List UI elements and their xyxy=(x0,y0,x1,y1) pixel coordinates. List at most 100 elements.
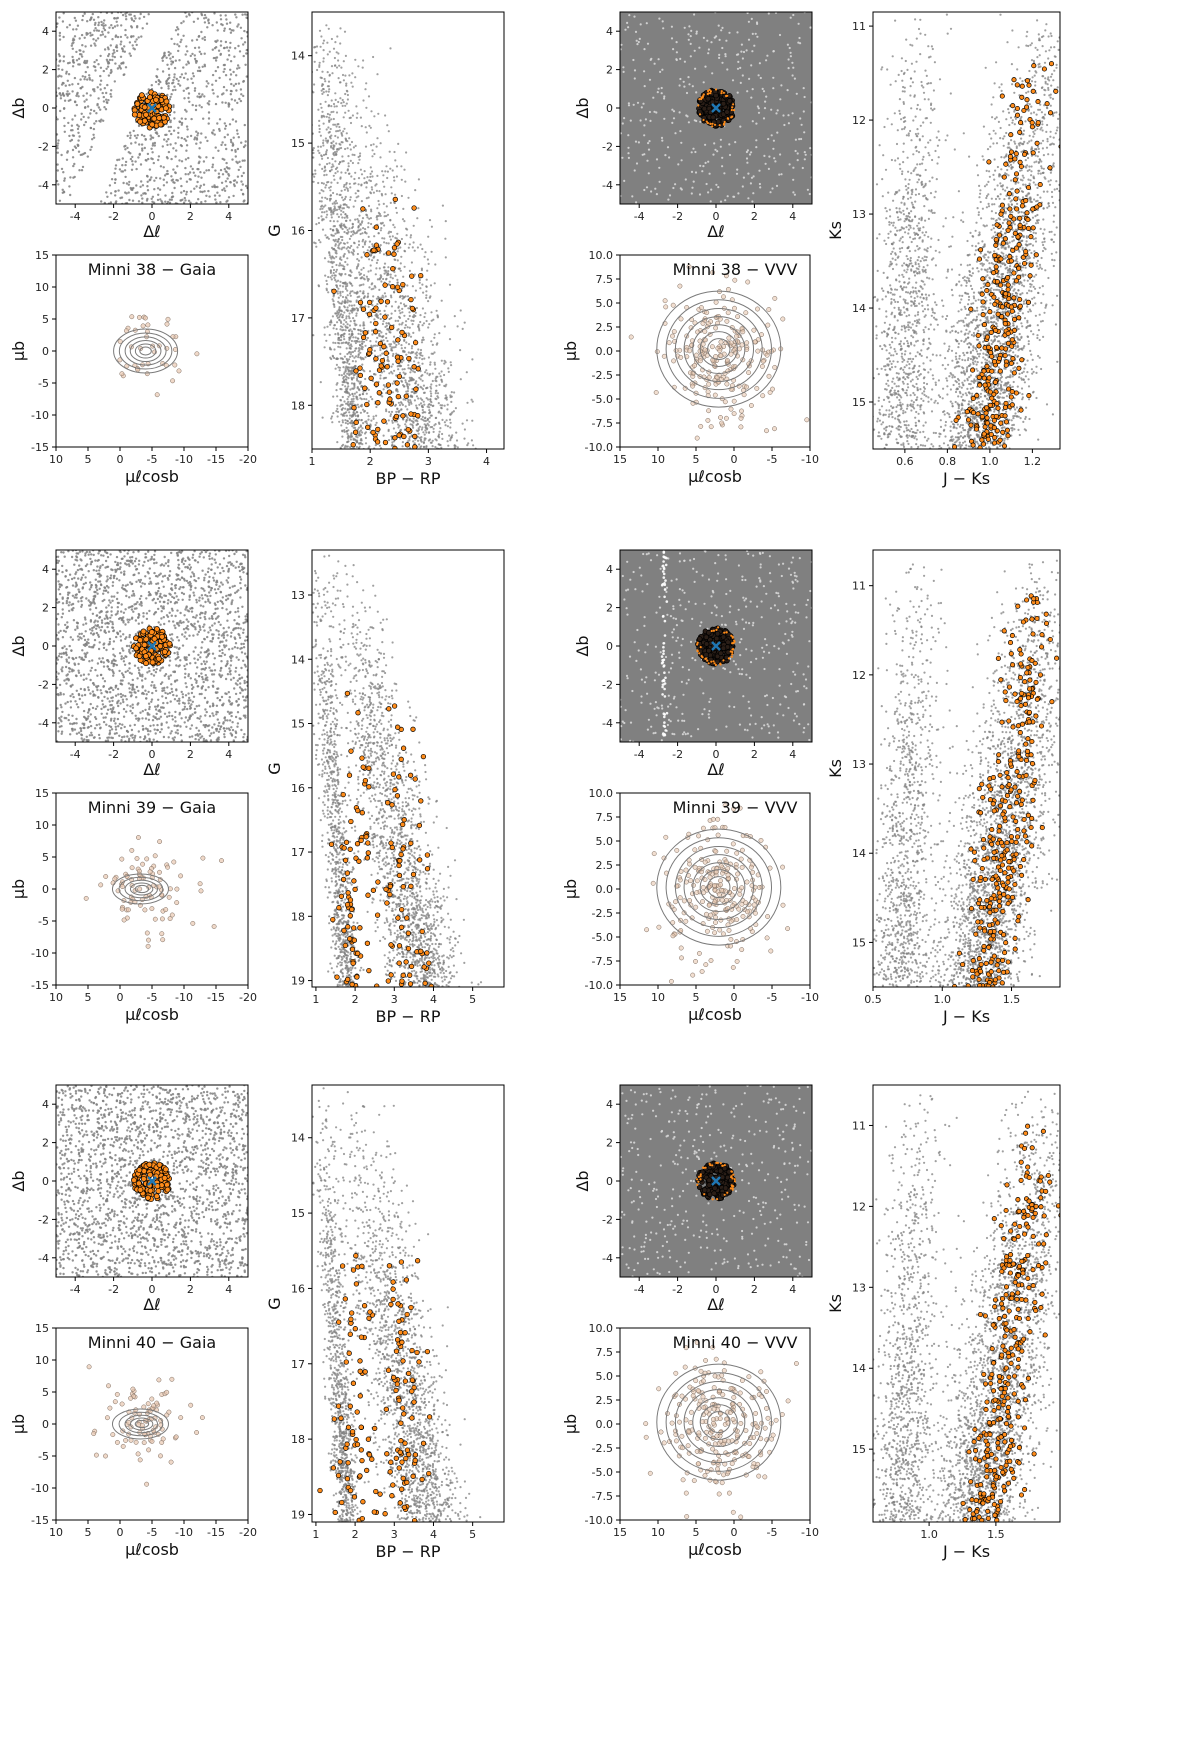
field-star xyxy=(348,362,351,366)
field-star xyxy=(110,68,113,72)
field-star xyxy=(103,106,106,109)
field-star xyxy=(341,414,345,417)
field-star xyxy=(341,238,344,242)
field-star xyxy=(382,202,385,205)
field-star xyxy=(423,357,426,360)
field-star xyxy=(180,191,183,194)
field-star xyxy=(341,196,344,199)
field-star xyxy=(137,36,140,39)
field-star xyxy=(466,401,469,404)
pm-member xyxy=(772,295,778,301)
field-star xyxy=(136,191,139,194)
field-star xyxy=(225,147,228,151)
field-gap xyxy=(724,199,727,202)
field-star xyxy=(430,383,433,386)
field-star xyxy=(236,67,239,70)
field-star xyxy=(339,320,342,323)
field-gap xyxy=(755,21,759,24)
field-star xyxy=(99,108,102,111)
field-star xyxy=(97,29,101,32)
field-star xyxy=(219,201,222,204)
field-star xyxy=(341,295,345,299)
field-star xyxy=(403,265,406,268)
field-gap xyxy=(769,191,772,194)
field-gap xyxy=(646,159,649,162)
field-star xyxy=(341,380,344,384)
field-gap xyxy=(762,90,766,93)
field-star xyxy=(176,165,179,168)
field-star xyxy=(223,122,226,125)
field-star xyxy=(384,325,387,328)
field-star xyxy=(99,79,103,82)
field-star xyxy=(59,97,63,100)
field-star xyxy=(295,103,297,105)
field-star xyxy=(224,170,227,173)
field-star xyxy=(363,397,366,401)
field-gap xyxy=(662,27,665,30)
field-star xyxy=(129,186,132,190)
field-star xyxy=(397,247,400,250)
field-star xyxy=(146,175,149,178)
field-star xyxy=(403,428,407,431)
field-star xyxy=(408,376,411,379)
field-star xyxy=(459,378,462,381)
field-star xyxy=(201,65,204,69)
field-star xyxy=(359,168,362,171)
field-star xyxy=(207,111,211,114)
field-star xyxy=(362,290,365,293)
density-contour xyxy=(129,339,162,363)
cluster-member xyxy=(392,196,398,203)
field-star xyxy=(321,211,324,214)
field-star xyxy=(169,143,172,146)
field-star xyxy=(390,365,393,368)
field-star xyxy=(394,420,397,423)
field-star xyxy=(355,377,359,380)
field-gap xyxy=(791,61,794,64)
field-star xyxy=(391,169,394,172)
field-star xyxy=(329,127,332,131)
field-star xyxy=(77,82,80,86)
field-star xyxy=(213,194,217,197)
field-star xyxy=(238,97,241,101)
field-gap xyxy=(750,176,754,179)
field-star xyxy=(425,369,428,372)
field-star xyxy=(404,346,407,349)
field-star xyxy=(356,414,360,418)
field-star xyxy=(444,220,447,223)
field-star xyxy=(384,193,387,196)
field-star xyxy=(400,380,404,383)
field-star xyxy=(350,175,353,178)
field-star xyxy=(408,326,411,329)
field-star xyxy=(154,128,157,132)
field-star xyxy=(173,186,176,190)
field-star xyxy=(340,424,343,427)
field-star xyxy=(218,76,221,80)
field-star xyxy=(393,369,396,372)
field-star xyxy=(387,272,390,275)
field-star xyxy=(429,385,432,388)
field-star xyxy=(180,184,183,188)
field-star xyxy=(428,372,432,376)
field-star xyxy=(419,287,422,290)
field-star xyxy=(425,319,428,323)
field-star xyxy=(211,132,214,135)
pm-member xyxy=(678,316,684,322)
field-star xyxy=(129,134,132,137)
field-star xyxy=(365,420,368,423)
field-star xyxy=(321,219,324,222)
field-star xyxy=(341,73,345,77)
field-star xyxy=(367,388,370,391)
field-star xyxy=(421,404,424,407)
field-star xyxy=(57,183,60,186)
field-star xyxy=(432,404,435,407)
field-star xyxy=(358,340,361,343)
field-star xyxy=(228,123,232,126)
field-star xyxy=(299,32,301,34)
field-star xyxy=(199,184,202,187)
field-star xyxy=(150,197,153,200)
field-star xyxy=(205,80,208,83)
field-star xyxy=(239,99,243,103)
field-star xyxy=(238,160,241,163)
field-star xyxy=(140,180,143,183)
field-star xyxy=(171,55,175,59)
